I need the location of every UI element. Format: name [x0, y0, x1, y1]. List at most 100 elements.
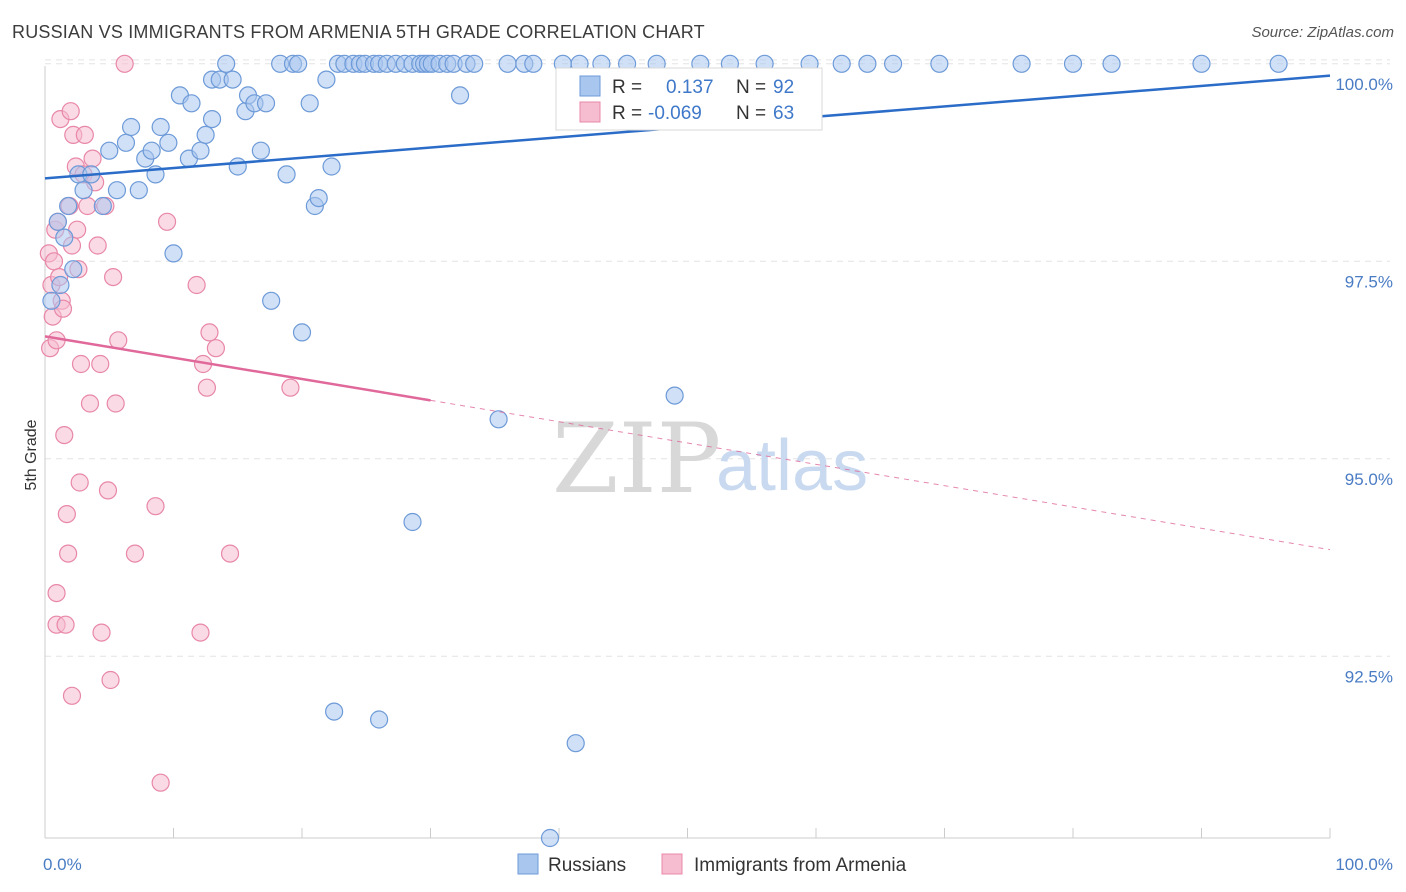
armenia-point	[106, 394, 125, 413]
x-tick-label: 0.0%	[43, 855, 82, 874]
armenia-point	[80, 394, 100, 413]
russians-point	[1192, 54, 1211, 73]
legend-r-value-2: -0.069	[648, 103, 702, 124]
armenia-point	[187, 275, 206, 295]
armenia-point	[47, 583, 66, 603]
russians-point	[540, 828, 560, 848]
russians-point	[196, 125, 215, 144]
armenia-point	[71, 354, 91, 374]
russians-point	[93, 196, 112, 216]
legend-n-label-2: N =	[736, 103, 766, 124]
armenia-point	[56, 615, 75, 634]
y-tick-label: 95.0%	[1345, 470, 1393, 489]
armenia-point	[125, 544, 145, 563]
russians-point	[129, 181, 148, 200]
russians-point	[251, 141, 270, 160]
armenia-point	[59, 544, 78, 563]
armenia-point	[44, 252, 64, 271]
russians-point	[370, 710, 389, 729]
russians-point	[566, 734, 585, 753]
armenia-point	[220, 544, 240, 563]
russians-point	[256, 94, 276, 113]
russians-point	[228, 157, 247, 176]
armenia-point	[157, 212, 177, 231]
russians-point	[182, 94, 201, 113]
armenia-trend-line-dashed	[430, 399, 1331, 551]
watermark: ZIP atlas	[552, 403, 868, 515]
russians-point	[883, 54, 903, 73]
armenia-point	[101, 670, 120, 690]
russians-point	[74, 181, 93, 200]
tick-labels: 92.5% 95.0% 97.5% 100.0% 0.0% 100.0%	[43, 75, 1393, 874]
russians-point	[489, 410, 508, 429]
russians-point	[832, 54, 851, 73]
watermark-zip: ZIP	[552, 403, 721, 515]
russians-point	[116, 133, 136, 152]
russians-point	[277, 165, 296, 184]
russians-point	[465, 54, 484, 73]
chart-source: Source: ZipAtlas.com	[1251, 24, 1394, 41]
russians-point	[191, 141, 210, 160]
armenia-point	[104, 268, 123, 287]
russians-point	[1012, 54, 1031, 73]
russians-point	[524, 54, 543, 73]
armenia-point	[191, 623, 210, 642]
armenia-point	[200, 323, 219, 342]
armenia-point	[109, 331, 128, 350]
armenia-point	[62, 686, 82, 705]
russians-point	[289, 54, 308, 73]
russians-point	[1102, 54, 1121, 73]
russians-point	[325, 702, 344, 721]
russians-point	[59, 196, 78, 216]
y-axis-label: 5th Grade	[23, 419, 40, 490]
armenia-point	[281, 378, 300, 397]
legend-r-label-1: R =	[612, 77, 642, 98]
armenia-point	[75, 125, 94, 144]
axes	[44, 66, 1331, 839]
armenia-point	[70, 473, 89, 492]
armenia-point	[78, 196, 97, 216]
legend-n-value-2: 63	[773, 103, 794, 124]
armenia-point	[91, 354, 110, 374]
russians-point	[292, 323, 312, 342]
russians-point	[403, 512, 422, 532]
armenia-point	[61, 102, 80, 121]
russians-point	[107, 181, 127, 200]
russians-point	[300, 94, 319, 113]
armenia-point	[83, 149, 102, 168]
russians-point	[262, 291, 281, 310]
russians-point	[48, 212, 67, 231]
russians-point	[64, 260, 83, 279]
armenia-point	[151, 773, 170, 792]
armenia-point	[206, 339, 226, 358]
armenia-point	[92, 623, 111, 642]
armenia-point	[115, 54, 134, 73]
russians-point	[51, 275, 70, 295]
russians-point	[317, 70, 336, 89]
russians-point	[1269, 54, 1288, 73]
legend-r-value-1: 0.137	[666, 77, 714, 98]
legend-r-label-2: R =	[612, 103, 642, 124]
grid-lines	[45, 59, 1390, 657]
russians-point	[450, 86, 470, 105]
bottom-legend: Russians Immigrants from Armenia	[517, 853, 907, 876]
armenia-point	[146, 497, 165, 516]
russians-point	[309, 189, 328, 208]
russians-point	[142, 141, 161, 160]
armenia-point	[88, 236, 107, 255]
russians-point	[1063, 54, 1083, 73]
russians-point	[217, 54, 236, 73]
russians-point	[223, 70, 242, 89]
y-tick-label: 92.5%	[1345, 667, 1393, 686]
russians-point	[164, 244, 183, 263]
legend-box: R = 0.137 N = 92 R = -0.069 N = 63	[555, 67, 823, 131]
russians-point	[858, 54, 877, 73]
legend-russians-swatch	[579, 75, 601, 97]
russians-point	[665, 386, 684, 405]
x-tick-label: 100.0%	[1335, 855, 1393, 874]
armenia-trend-line	[44, 335, 431, 402]
armenia-point	[57, 504, 76, 524]
russians-point	[121, 117, 141, 137]
russians-point	[498, 54, 517, 73]
